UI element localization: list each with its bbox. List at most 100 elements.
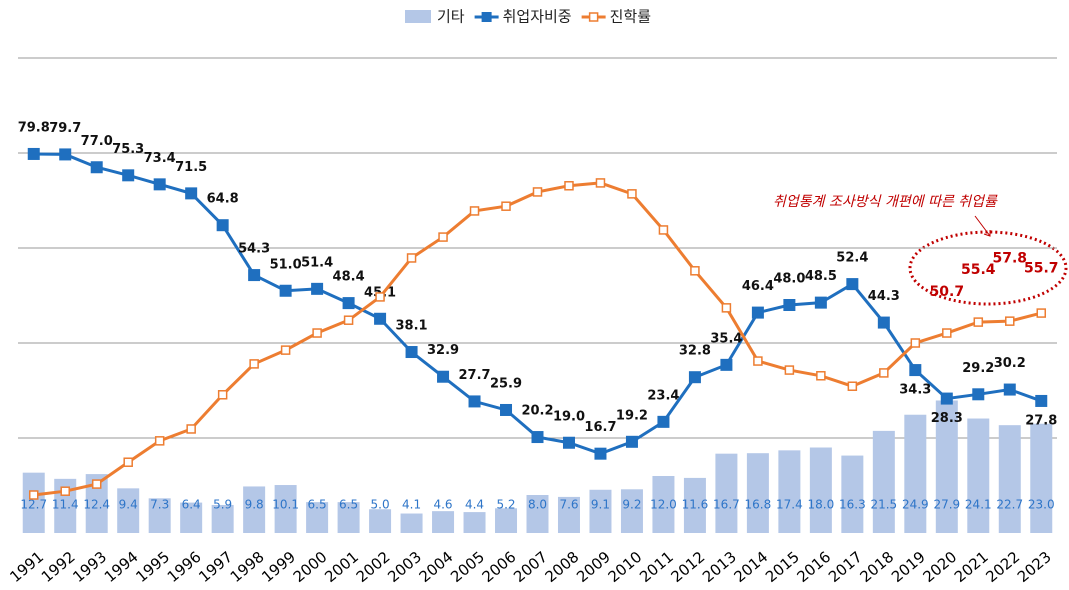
marker [312, 328, 322, 338]
point-label: 75.3 [112, 142, 144, 157]
bar-label: 10.1 [272, 498, 299, 512]
point-label: 20.2 [521, 404, 553, 419]
bar-label: 22.7 [996, 498, 1023, 512]
x-tick-label: 1995 [132, 548, 173, 586]
marker [753, 356, 763, 366]
point-label: 64.8 [207, 192, 239, 207]
marker [910, 338, 921, 348]
bar-label: 16.8 [745, 498, 772, 512]
marker [123, 457, 133, 467]
point-label: 30.2 [994, 356, 1026, 371]
bar [998, 425, 1021, 533]
marker [437, 370, 450, 383]
bar [935, 400, 958, 533]
marker [783, 299, 796, 311]
marker [375, 292, 385, 302]
point-label: 79.8 [18, 120, 50, 135]
marker [186, 424, 196, 434]
bar-label: 6.4 [182, 498, 201, 512]
x-tick-label: 2007 [510, 548, 551, 586]
bar-label: 6.5 [339, 498, 358, 512]
bar [872, 430, 895, 533]
bar [148, 498, 171, 533]
point-label: 48.0 [773, 272, 805, 287]
x-tick-label: 1997 [195, 548, 236, 586]
annotation-label: 57.8 [992, 250, 1027, 266]
bar [809, 447, 832, 533]
marker [720, 358, 733, 371]
point-label: 71.5 [175, 160, 207, 175]
legend-label: 진학률 [610, 8, 652, 26]
x-tick-label: 1991 [6, 548, 47, 586]
point-label: 51.4 [301, 255, 333, 270]
x-tick-label: 2010 [605, 548, 646, 586]
bar [85, 474, 108, 533]
marker [625, 435, 638, 448]
marker [562, 436, 575, 449]
bar-label: 16.7 [713, 498, 740, 512]
legend-label: 기타 [437, 8, 465, 26]
marker [784, 365, 795, 375]
marker [438, 232, 448, 242]
bar-label: 6.5 [308, 498, 327, 512]
bar-label: 9.2 [622, 498, 641, 512]
bar [495, 508, 518, 533]
marker [751, 306, 764, 319]
x-tick-label: 2023 [1014, 548, 1055, 586]
marker [846, 278, 859, 291]
x-tick-label: 2002 [353, 548, 394, 586]
marker [342, 297, 355, 310]
x-tick-label: 2015 [762, 548, 803, 586]
legend-swatch [405, 10, 431, 23]
marker [1035, 394, 1048, 407]
x-tick-label: 2013 [699, 548, 740, 586]
marker [879, 368, 889, 378]
annotation-text: 취업통계 조사방식 개편에 따른 취업률 [773, 194, 998, 210]
x-tick-label: 2019 [888, 548, 929, 586]
point-label: 25.9 [490, 376, 522, 391]
marker [91, 479, 102, 489]
bar [337, 502, 360, 533]
marker [153, 178, 166, 191]
bar-label: 4.1 [402, 498, 421, 512]
point-label: 35.4 [710, 331, 742, 346]
bar-label: 24.9 [902, 498, 929, 512]
bar-label: 11.4 [52, 498, 79, 512]
bar [306, 502, 329, 533]
point-label: 46.4 [742, 279, 774, 294]
x-tick-label: 2005 [447, 548, 488, 586]
bar-label: 17.4 [776, 498, 803, 512]
marker [501, 201, 511, 211]
marker [877, 316, 890, 329]
x-tick-label: 2021 [951, 548, 992, 586]
point-label: 27.8 [1025, 413, 1057, 428]
marker [249, 359, 259, 369]
marker [217, 390, 228, 400]
bar-label: 9.4 [119, 498, 138, 512]
bar-label: 9.8 [245, 498, 264, 512]
x-tick-label: 2012 [668, 548, 709, 586]
marker [60, 486, 70, 496]
bar [841, 455, 864, 533]
marker [847, 381, 858, 391]
bar [683, 477, 706, 533]
x-tick-label: 1993 [69, 548, 110, 586]
marker [1036, 308, 1047, 318]
marker [500, 403, 513, 416]
bar-label: 4.6 [433, 498, 452, 512]
bar [620, 489, 643, 533]
bar-label: 5.9 [213, 498, 232, 512]
marker [154, 436, 165, 446]
point-label: 28.3 [931, 411, 963, 426]
point-label: 51.0 [270, 257, 302, 272]
marker [688, 371, 701, 384]
legend: 기타 취업자비중 진학률 [405, 8, 651, 26]
bar-label: 4.4 [465, 498, 484, 512]
bar-label: 7.3 [150, 498, 169, 512]
x-tick-label: 2008 [542, 548, 583, 586]
bar [778, 450, 801, 533]
x-tick-label: 2001 [321, 548, 362, 586]
bar [904, 414, 927, 533]
legend-label: 취업자비중 [503, 8, 572, 26]
marker [690, 266, 700, 276]
